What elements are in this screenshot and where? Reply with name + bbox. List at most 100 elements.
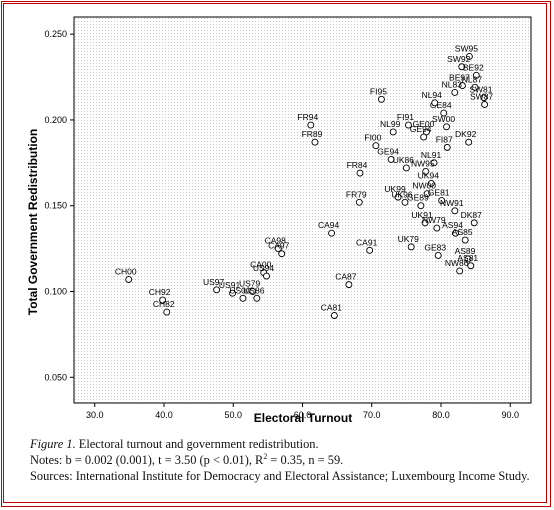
data-point-label: UK96 xyxy=(391,189,413,199)
data-point xyxy=(278,250,286,258)
data-point-label: US79 xyxy=(239,278,261,288)
data-point-label: NW95 xyxy=(411,158,435,168)
x-tick-label: 50.0 xyxy=(224,410,242,420)
y-tick-label: 0.200 xyxy=(44,115,67,125)
data-point xyxy=(307,121,315,129)
data-point xyxy=(433,224,441,232)
data-point xyxy=(431,99,439,107)
figure-sources: Sources: International Institute for Dem… xyxy=(30,469,530,483)
data-point xyxy=(328,229,336,237)
data-point-label: SW81 xyxy=(469,85,492,95)
data-point xyxy=(355,198,363,206)
data-point-label: UK79 xyxy=(398,234,420,244)
data-point xyxy=(330,312,338,319)
data-point-label: SW00 xyxy=(432,114,455,124)
y-axis-label: Total Government Redistribution xyxy=(26,129,40,315)
data-point-label: SW92 xyxy=(447,54,470,64)
data-point xyxy=(465,53,473,60)
data-point-label: AS85 xyxy=(452,227,473,237)
data-point xyxy=(467,262,475,270)
axes: 30.0 40.0 50.0 60.0 70.0 80.0 90.0 0.050 0.100 0.… xyxy=(44,29,519,420)
data-point-label: NL83 xyxy=(442,79,463,89)
y-tick-label: 0.050 xyxy=(44,372,67,382)
data-point xyxy=(464,255,472,263)
data-point-label: GE89 xyxy=(407,193,429,203)
data-point xyxy=(421,219,429,227)
x-tick-label: 30.0 xyxy=(86,410,104,420)
data-point-label: US91 xyxy=(219,280,241,290)
data-point xyxy=(263,272,270,280)
data-point-label: FI91 xyxy=(397,112,414,122)
data-point-label: GE83 xyxy=(424,242,446,252)
data-point-label: US97 xyxy=(203,277,225,287)
data-point-label: BE97 xyxy=(449,73,470,83)
data-point xyxy=(471,83,479,91)
data-point xyxy=(451,207,459,215)
x-tick-label: 70.0 xyxy=(363,410,381,420)
data-point xyxy=(420,133,428,141)
data-point xyxy=(253,294,261,302)
data-point xyxy=(434,252,442,259)
data-point-label: BE92 xyxy=(463,62,484,72)
data-point-label: SW95 xyxy=(455,43,478,53)
data-point xyxy=(461,236,469,244)
data-point xyxy=(239,294,247,302)
data-point-label: FR79 xyxy=(346,189,367,199)
data-point-label: CA81 xyxy=(321,303,343,313)
data-point-label: UK99 xyxy=(384,184,406,194)
data-point xyxy=(213,286,221,294)
data-point-label: NW91 xyxy=(440,198,464,208)
data-point xyxy=(440,109,448,117)
data-point-label: NW79 xyxy=(422,215,446,225)
data-point-label: FI95 xyxy=(370,86,387,96)
data-point xyxy=(394,193,402,201)
data-point-label: CA98 xyxy=(265,236,287,246)
data-point xyxy=(387,155,395,163)
data-point xyxy=(229,289,237,297)
data-point xyxy=(404,121,412,129)
data-point-label: US94 xyxy=(253,263,275,273)
data-point-label: DK92 xyxy=(455,129,477,139)
data-point xyxy=(389,128,397,136)
data-point xyxy=(159,296,167,304)
data-point xyxy=(423,190,431,198)
data-point-label: SW87 xyxy=(470,91,493,101)
data-point xyxy=(356,169,364,177)
data-point-label: CH82 xyxy=(153,299,175,309)
data-point-label: CA87 xyxy=(335,272,357,282)
data-point-label: FR84 xyxy=(347,160,368,170)
data-point xyxy=(274,245,282,253)
figure-number: 1. xyxy=(66,437,76,451)
data-point xyxy=(372,142,380,150)
data-point-label: CA91 xyxy=(356,237,378,247)
data-point-label: UK91 xyxy=(411,210,433,220)
data-point-label: US86 xyxy=(243,285,265,295)
data-point xyxy=(422,128,430,136)
data-point xyxy=(470,219,478,227)
data-point-label: GE94 xyxy=(410,124,432,134)
data-point-label: AS94 xyxy=(442,220,463,230)
data-point-label: FI00 xyxy=(364,133,381,143)
y-tick-label: 0.100 xyxy=(44,286,67,296)
data-point-label: CH92 xyxy=(149,287,171,297)
data-point xyxy=(430,159,438,167)
data-point-label: AS89 xyxy=(455,246,476,256)
data-point-label: NL99 xyxy=(380,119,401,129)
data-point xyxy=(345,281,353,289)
figure-label: Figure xyxy=(30,437,64,451)
data-point-label: FR89 xyxy=(302,129,323,139)
figure-notes: Notes: b = 0.002 (0.001), t = 3.50 (p < … xyxy=(30,451,344,467)
data-point xyxy=(377,95,385,103)
data-point xyxy=(458,63,466,71)
x-tick-label: 60.0 xyxy=(294,410,312,420)
data-point xyxy=(402,164,410,172)
data-point-label: UK94 xyxy=(418,170,440,180)
data-point xyxy=(452,229,459,237)
x-tick-label: 90.0 xyxy=(501,410,519,420)
data-point xyxy=(480,94,488,102)
data-point xyxy=(249,288,257,295)
data-point-label: GE84 xyxy=(430,100,452,110)
data-point-label: GE81 xyxy=(428,188,450,198)
